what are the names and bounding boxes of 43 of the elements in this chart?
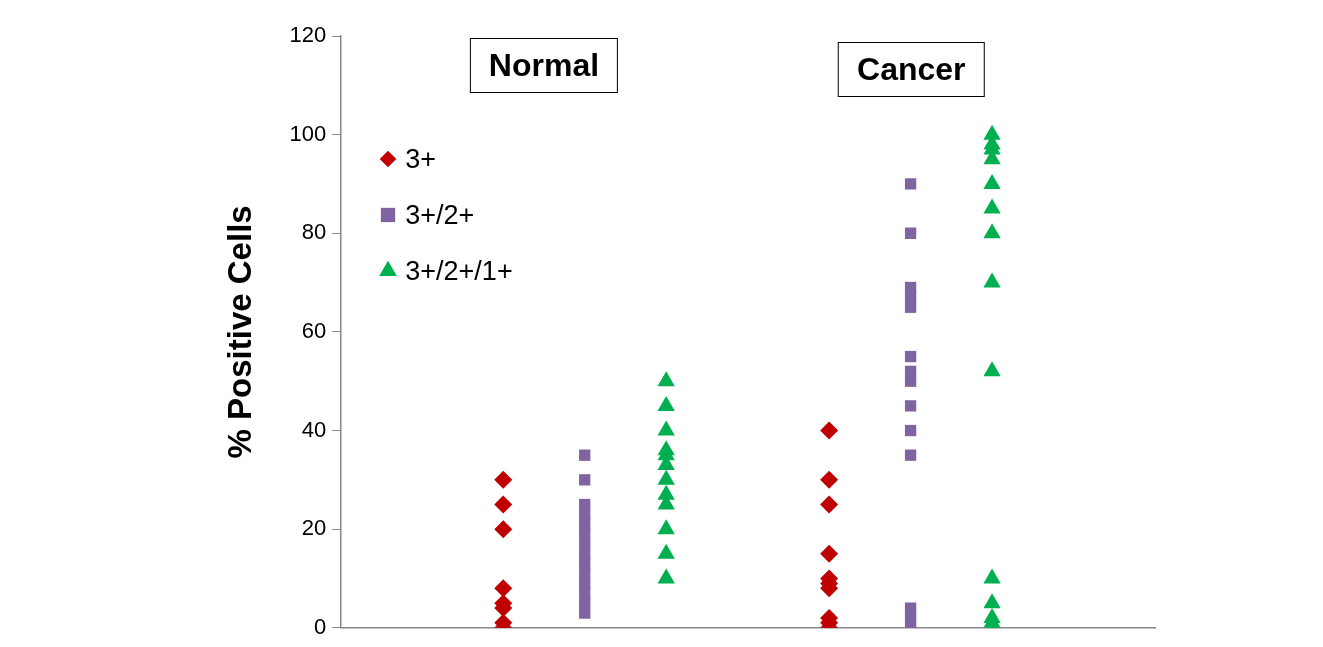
legend-label: 3+/2+/1+ [405,255,513,287]
y-tick-label: 80 [301,219,327,245]
point [657,519,675,535]
point [494,520,513,539]
point [904,365,917,378]
point [904,602,917,614]
point [494,470,513,489]
point [983,223,1001,239]
point [820,470,839,489]
point [904,424,917,437]
point [983,173,1001,189]
point [579,449,591,461]
y-tick-label: 40 [301,416,327,442]
point [820,421,839,440]
y-tick-label: 120 [289,22,327,48]
y-axis-title: % Positive Cells [220,205,258,459]
point [494,579,513,598]
point [657,371,675,387]
annotation: Cancer [838,42,985,97]
point [983,198,1001,214]
point [657,395,675,411]
point [904,350,917,363]
point [904,400,917,412]
y-tick-label: 100 [289,120,327,146]
point [983,124,1001,140]
point [494,495,513,514]
annotation: Normal [469,38,619,93]
y-tick-label: 60 [301,317,327,343]
point [904,449,917,461]
point [904,227,917,239]
point [657,440,675,456]
point [904,281,917,294]
point [820,495,839,514]
point [820,544,839,563]
y-tick-label: 0 [314,613,327,639]
legend-label: 3+ [405,143,437,175]
point [657,420,675,436]
point [579,474,591,486]
legend-label: 3+/2+ [405,199,475,231]
point [579,498,591,511]
point [983,272,1001,288]
y-tick-label: 20 [301,515,327,541]
point [983,361,1001,377]
